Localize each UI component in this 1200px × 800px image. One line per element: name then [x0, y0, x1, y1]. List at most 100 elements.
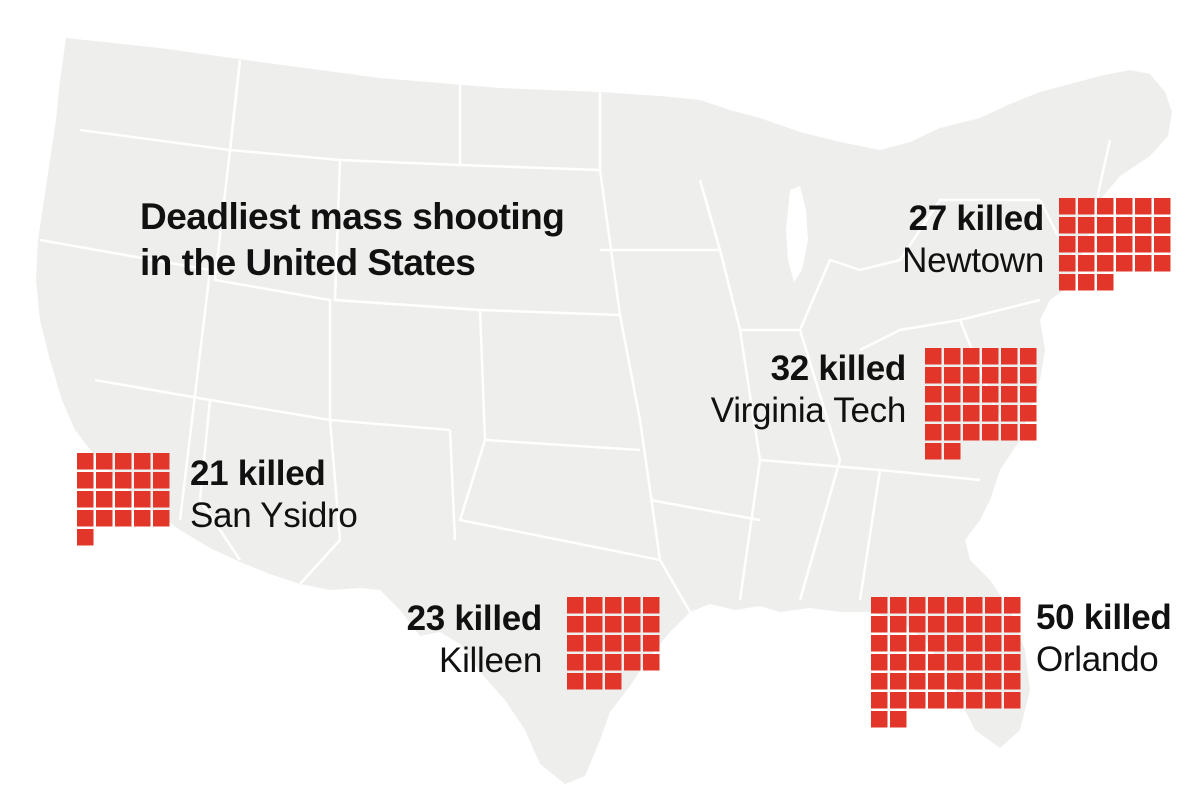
map-title-line-1: Deadliest mass shooting: [140, 196, 565, 237]
victim-square: [1078, 274, 1095, 291]
place-name: Killeen: [439, 641, 542, 680]
victim-square: [96, 491, 113, 508]
victim-square: [925, 367, 942, 384]
victim-square: [944, 367, 961, 384]
victim-square: [1004, 673, 1021, 690]
place-name: Orlando: [1036, 640, 1159, 679]
victim-square: [1154, 255, 1171, 272]
victim-square: [643, 654, 660, 671]
victim-square: [643, 635, 660, 652]
victim-square: [982, 386, 999, 403]
victim-square: [871, 635, 888, 652]
incident-label-virginia-tech: 32 killed Virginia Tech: [710, 348, 907, 432]
victim-square: [909, 635, 926, 652]
victim-square: [928, 616, 945, 633]
victim-square: [963, 424, 980, 441]
victim-square: [643, 616, 660, 633]
victim-square: [96, 510, 113, 527]
victim-square: [871, 673, 888, 690]
victim-square: [1059, 236, 1076, 253]
victim-square: [966, 654, 983, 671]
victim-square: [985, 692, 1002, 709]
killed-count: 21 killed: [190, 454, 326, 493]
victim-square: [153, 472, 170, 489]
victim-square: [567, 673, 584, 690]
victim-square: [925, 424, 942, 441]
victim-square: [624, 635, 641, 652]
victim-square: [1135, 236, 1152, 253]
victim-square: [115, 472, 132, 489]
victim-square: [963, 386, 980, 403]
place-name: Newtown: [902, 241, 1044, 280]
victim-square: [1078, 255, 1095, 272]
victim-square: [1135, 217, 1152, 234]
victim-square: [1097, 255, 1114, 272]
victim-square: [963, 348, 980, 365]
victim-square: [1020, 386, 1037, 403]
victim-square: [966, 635, 983, 652]
victim-square: [1001, 348, 1018, 365]
victim-square: [624, 654, 641, 671]
victim-square: [985, 597, 1002, 614]
victim-square: [909, 597, 926, 614]
victim-square: [928, 673, 945, 690]
victim-square: [947, 692, 964, 709]
victim-square: [928, 597, 945, 614]
killed-count: 50 killed: [1036, 598, 1172, 637]
map-title: Deadliest mass shooting in the United St…: [140, 194, 565, 286]
incident-label-orlando: 50 killed Orlando: [1036, 597, 1172, 681]
victim-square: [1004, 597, 1021, 614]
victim-square: [1020, 405, 1037, 422]
victim-square: [966, 616, 983, 633]
victim-square: [925, 348, 942, 365]
victim-square: [1059, 217, 1076, 234]
victim-square: [1004, 635, 1021, 652]
victim-square: [134, 491, 151, 508]
victim-square: [985, 673, 1002, 690]
victim-square: [1001, 424, 1018, 441]
victim-square: [966, 692, 983, 709]
place-name: San Ysidro: [190, 496, 358, 535]
victim-square: [871, 616, 888, 633]
victim-square: [115, 491, 132, 508]
victim-square: [890, 597, 907, 614]
victim-square: [944, 386, 961, 403]
victim-square: [1135, 255, 1152, 272]
victim-square: [153, 453, 170, 470]
victim-square: [605, 597, 622, 614]
victim-square: [1116, 217, 1133, 234]
victim-square: [871, 654, 888, 671]
victim-square: [890, 711, 907, 728]
victim-square: [115, 510, 132, 527]
map-title-line-2: in the United States: [140, 242, 476, 283]
victim-square: [1154, 198, 1171, 215]
victim-square: [909, 673, 926, 690]
victim-square: [925, 405, 942, 422]
victim-square: [944, 405, 961, 422]
victim-square: [1020, 348, 1037, 365]
victim-square: [963, 405, 980, 422]
victim-square: [1116, 236, 1133, 253]
victim-square: [605, 616, 622, 633]
victim-grid-virginia-tech: [925, 348, 1037, 460]
victim-square: [925, 386, 942, 403]
us-landmass: [36, 38, 1172, 784]
place-name: Virginia Tech: [710, 391, 907, 430]
victim-square: [153, 491, 170, 508]
victim-square: [1135, 198, 1152, 215]
victim-square: [567, 635, 584, 652]
victim-square: [1078, 217, 1095, 234]
incident-label-newtown: 27 killed Newtown: [902, 198, 1044, 282]
victim-square: [1154, 217, 1171, 234]
victim-square: [890, 673, 907, 690]
victim-square: [944, 443, 961, 460]
victim-square: [77, 453, 94, 470]
victim-square: [586, 597, 603, 614]
victim-square: [985, 654, 1002, 671]
victim-square: [77, 510, 94, 527]
victim-square: [966, 673, 983, 690]
victim-square: [966, 597, 983, 614]
victim-square: [134, 472, 151, 489]
victim-square: [890, 635, 907, 652]
victim-square: [1097, 198, 1114, 215]
